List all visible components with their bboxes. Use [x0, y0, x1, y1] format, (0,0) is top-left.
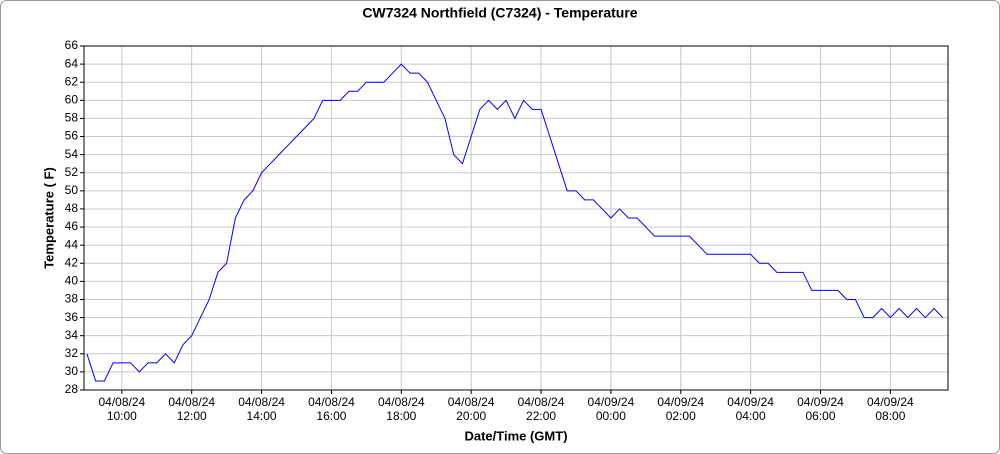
temperature-line [86, 63, 944, 382]
y-tick-label: 46 [65, 219, 79, 233]
x-tick-time: 20:00 [456, 409, 486, 423]
x-tick-time: 02:00 [666, 409, 696, 423]
y-tick-label: 34 [65, 328, 79, 342]
y-tick-label: 36 [65, 310, 79, 324]
x-tick-date: 04/08/24 [378, 395, 425, 409]
y-tick-label: 40 [65, 274, 79, 288]
x-tick-time: 10:00 [107, 409, 137, 423]
y-tick-label: 54 [65, 147, 79, 161]
x-tick-time: 14:00 [247, 409, 277, 423]
x-tick-date: 04/08/24 [448, 395, 495, 409]
x-tick-date: 04/09/24 [657, 395, 704, 409]
x-tick-date: 04/09/24 [727, 395, 774, 409]
x-tick-date: 04/08/24 [98, 395, 145, 409]
x-tick-date: 04/08/24 [518, 395, 565, 409]
y-tick-label: 42 [65, 255, 79, 269]
x-tick-time: 18:00 [386, 409, 416, 423]
x-tick-time: 16:00 [316, 409, 346, 423]
x-tick-time: 04:00 [736, 409, 766, 423]
plot-area [84, 46, 948, 390]
x-tick-time: 22:00 [526, 409, 556, 423]
y-tick-label: 56 [65, 129, 79, 143]
x-tick-date: 04/08/24 [168, 395, 215, 409]
y-tick-label: 38 [65, 292, 79, 306]
x-tick-time: 08:00 [875, 409, 905, 423]
y-tick-label: 52 [65, 165, 79, 179]
x-tick-date: 04/08/24 [238, 395, 285, 409]
x-axis-title: Date/Time (GMT) [464, 428, 567, 443]
x-tick-date: 04/09/24 [588, 395, 635, 409]
y-tick-label: 62 [65, 74, 79, 88]
x-tick-date: 04/08/24 [308, 395, 355, 409]
y-tick-label: 58 [65, 111, 79, 125]
x-tick-time: 06:00 [805, 409, 835, 423]
y-tick-label: 50 [65, 183, 79, 197]
x-tick-date: 04/09/24 [867, 395, 914, 409]
y-tick-label: 44 [65, 237, 79, 251]
y-axis-title: Temperature ( F) [41, 167, 56, 269]
y-tick-label: 48 [65, 201, 79, 215]
y-tick-label: 66 [65, 38, 79, 52]
y-tick-label: 60 [65, 92, 79, 106]
y-tick-label: 64 [65, 56, 79, 70]
x-tick-time: 12:00 [177, 409, 207, 423]
y-tick-label: 32 [65, 346, 79, 360]
plot-border [83, 45, 949, 391]
y-tick-label: 30 [65, 364, 79, 378]
y-tick-label: 28 [65, 382, 79, 396]
x-tick-time: 00:00 [596, 409, 626, 423]
chart-title: CW7324 Northfield (C7324) - Temperature [362, 5, 637, 21]
x-tick-date: 04/09/24 [797, 395, 844, 409]
